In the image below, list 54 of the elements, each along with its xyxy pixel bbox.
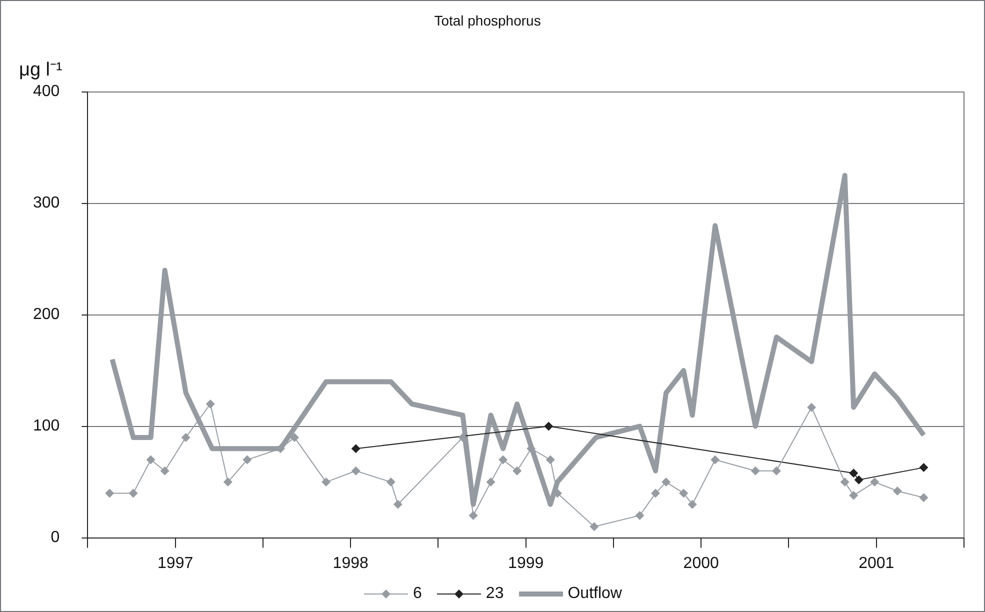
point bbox=[290, 432, 300, 442]
point bbox=[635, 511, 644, 520]
point bbox=[458, 432, 468, 442]
y-tick-label: 200 bbox=[32, 306, 60, 324]
point bbox=[160, 466, 170, 476]
point bbox=[498, 455, 508, 464]
point bbox=[750, 466, 760, 476]
y-axis-title: μg l⁻¹ bbox=[19, 60, 62, 81]
point bbox=[772, 466, 781, 476]
point bbox=[128, 488, 138, 498]
point bbox=[688, 500, 697, 509]
point bbox=[468, 511, 478, 520]
x-tick-label: 1999 bbox=[508, 554, 544, 572]
point bbox=[223, 478, 232, 487]
point bbox=[351, 466, 360, 476]
point bbox=[393, 500, 402, 509]
point bbox=[849, 468, 858, 478]
point bbox=[146, 455, 156, 464]
x-tick-label: 2000 bbox=[683, 554, 720, 572]
point bbox=[854, 475, 864, 484]
x-tick-label: 1997 bbox=[158, 554, 194, 572]
point bbox=[710, 455, 720, 464]
point bbox=[512, 466, 522, 476]
y-tick-label: 100 bbox=[32, 418, 60, 435]
point bbox=[840, 478, 850, 487]
point bbox=[322, 478, 331, 487]
legend-label: 23 bbox=[486, 585, 504, 603]
point bbox=[181, 432, 190, 442]
x-tick-label: 2001 bbox=[858, 554, 894, 572]
point bbox=[651, 488, 660, 498]
point bbox=[870, 478, 880, 487]
legend-label: 6 bbox=[413, 585, 422, 603]
point bbox=[590, 522, 599, 532]
point bbox=[242, 455, 252, 464]
point bbox=[919, 463, 928, 472]
point bbox=[546, 455, 555, 464]
point bbox=[892, 486, 902, 496]
point bbox=[849, 490, 858, 500]
point bbox=[919, 493, 928, 502]
x-tick-label: 1998 bbox=[332, 554, 368, 572]
point bbox=[486, 478, 496, 487]
point bbox=[206, 400, 215, 408]
point bbox=[807, 402, 816, 412]
y-tick-label: 400 bbox=[32, 83, 60, 100]
y-tick-label: 0 bbox=[50, 529, 60, 546]
point bbox=[386, 478, 396, 487]
y-tick-label: 300 bbox=[32, 194, 60, 212]
point bbox=[662, 478, 671, 487]
point bbox=[679, 488, 688, 498]
chart-title: Total phosphorus bbox=[434, 12, 541, 28]
point bbox=[105, 488, 114, 498]
point bbox=[351, 444, 360, 454]
point bbox=[544, 422, 554, 431]
legend-label: Outflow bbox=[568, 585, 622, 603]
